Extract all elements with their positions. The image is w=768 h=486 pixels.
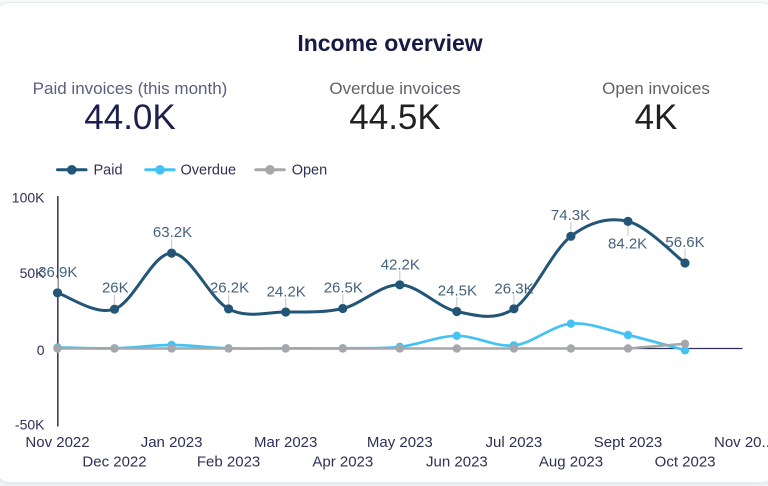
svg-text:Sept 2023: Sept 2023 — [594, 434, 662, 451]
svg-text:Apr 2023: Apr 2023 — [312, 454, 373, 471]
svg-text:26K: 26K — [102, 280, 129, 297]
svg-text:56.6K: 56.6K — [665, 234, 704, 251]
svg-text:Nov 20...: Nov 20... — [714, 434, 768, 451]
svg-text:24.2K: 24.2K — [267, 284, 306, 301]
svg-text:24.5K: 24.5K — [438, 283, 477, 300]
svg-text:Mar 2023: Mar 2023 — [254, 434, 317, 451]
svg-text:Aug 2023: Aug 2023 — [539, 454, 603, 471]
svg-text:Open: Open — [292, 163, 327, 179]
svg-text:Jun 2023: Jun 2023 — [426, 454, 488, 471]
svg-text:50K: 50K — [20, 265, 46, 281]
svg-text:Dec 2022: Dec 2022 — [82, 454, 146, 471]
svg-text:36.9K: 36.9K — [38, 264, 77, 281]
svg-text:74.3K: 74.3K — [551, 207, 590, 224]
svg-text:Jan 2023: Jan 2023 — [141, 434, 203, 451]
svg-text:Oct 2023: Oct 2023 — [655, 454, 716, 471]
svg-text:May 2023: May 2023 — [367, 434, 433, 451]
svg-text:0: 0 — [37, 342, 45, 358]
svg-text:Overdue: Overdue — [181, 163, 237, 179]
svg-text:Jul 2023: Jul 2023 — [486, 434, 543, 451]
svg-text:42.2K: 42.2K — [381, 257, 420, 274]
svg-text:84.2K: 84.2K — [608, 235, 647, 252]
svg-text:Feb 2023: Feb 2023 — [197, 454, 260, 471]
svg-text:Paid: Paid — [94, 163, 123, 179]
svg-text:26.5K: 26.5K — [324, 280, 363, 297]
svg-text:-50K: -50K — [15, 417, 45, 433]
svg-text:63.2K: 63.2K — [153, 224, 192, 241]
svg-text:100K: 100K — [12, 190, 45, 206]
svg-text:26.3K: 26.3K — [494, 280, 533, 297]
svg-text:Nov 2022: Nov 2022 — [25, 434, 89, 451]
svg-text:26.2K: 26.2K — [210, 280, 249, 297]
